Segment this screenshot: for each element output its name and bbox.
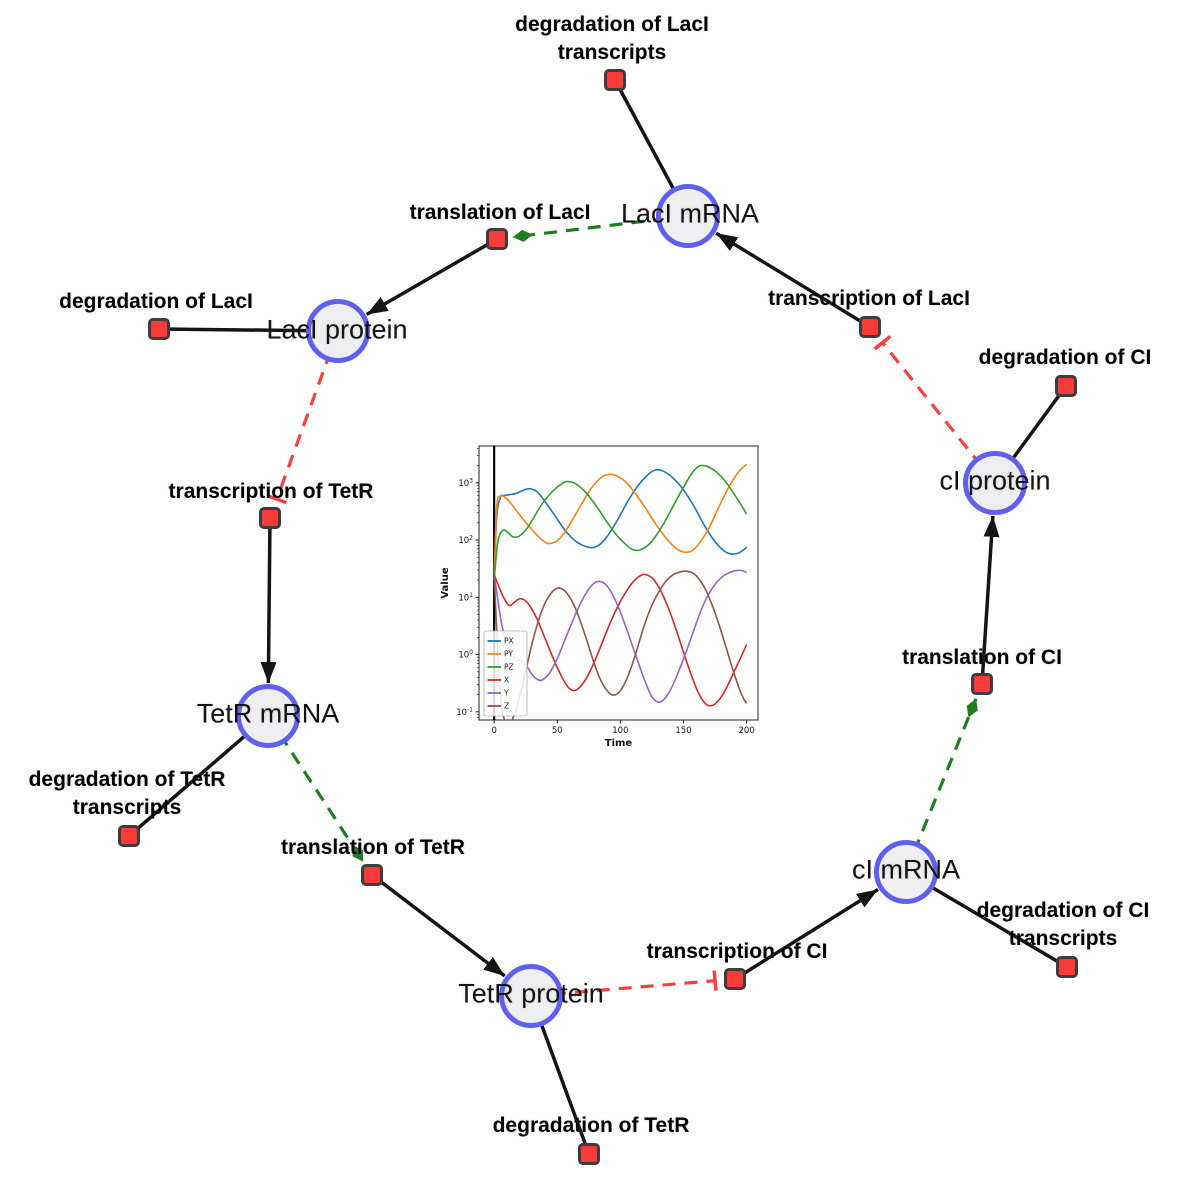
reaction-node-transcription-ci[interactable] — [723, 967, 746, 990]
legend-entry-PZ: PZ — [504, 663, 514, 672]
reaction-node-translation-ci[interactable] — [970, 672, 993, 695]
y-tick-label: 10-1 — [456, 706, 473, 718]
species-node-ci-mrna[interactable] — [874, 840, 938, 904]
edge-production-transcription-laci-to-laci-mrna[interactable] — [715, 231, 871, 329]
y-tick-label: 101 — [458, 592, 473, 604]
species-label-laci-protein: LacI protein — [266, 314, 408, 345]
species-label-ci-protein: cI protein — [939, 465, 1051, 496]
reaction-node-deg-laci-transcripts[interactable] — [603, 68, 626, 91]
reaction-label-deg-tetr-transcripts: degradation of TetR transcripts — [28, 768, 226, 819]
reaction-label-deg-ci: degradation of CI — [978, 346, 1152, 369]
edge-production-translation-laci-to-laci-protein[interactable] — [365, 237, 498, 316]
legend-entry-Z: Z — [504, 702, 509, 711]
reaction-node-deg-ci-transcripts[interactable] — [1055, 955, 1078, 978]
species-label-ci-mrna: cI mRNA — [852, 854, 960, 885]
chart-legend: PX PY PZ XYZ — [483, 630, 528, 717]
species-node-laci-protein[interactable] — [306, 299, 370, 363]
x-tick-label: 200 — [739, 726, 755, 736]
reaction-node-deg-ci[interactable] — [1054, 374, 1077, 397]
reaction-label-deg-tetr: degradation of TetR — [492, 1114, 690, 1137]
species-label-laci-mrna: LacI mRNA — [620, 198, 760, 229]
species-label-tetr-mrna: TetR mRNA — [196, 698, 340, 729]
y-axis-label: Value — [440, 567, 451, 598]
reaction-label-deg-ci-transcripts: degradation of CI transcripts — [976, 899, 1150, 950]
x-tick-label: 50 — [552, 726, 563, 736]
chart-series-group — [493, 463, 748, 720]
chart-axes: 0 50 100 150 200 10-1 100 101 102 103 — [456, 445, 759, 736]
reaction-label-deg-laci: degradation of LacI — [59, 290, 253, 313]
species-label-tetr-protein: TetR protein — [458, 978, 604, 1009]
x-tick-label: 0 — [491, 726, 496, 736]
simulation-plot-inset: 0 50 100 150 200 10-1 100 101 102 103 Time Value PX P… — [440, 435, 775, 760]
legend-entry-PY: PY — [504, 650, 513, 659]
reaction-node-translation-laci[interactable] — [485, 227, 508, 250]
edge-production-transcription-tetr-to-tetr-mrna[interactable] — [260, 517, 277, 684]
species-node-tetr-mrna[interactable] — [236, 684, 300, 748]
chart-series-PY — [493, 463, 748, 581]
edge-production-transcription-ci-to-ci-mrna[interactable] — [734, 888, 879, 981]
chart-series-Y — [493, 569, 747, 704]
time-series-chart: 0 50 100 150 20010-1100101102103TimeValuePXP… — [440, 445, 759, 749]
reaction-node-transcription-laci[interactable] — [858, 315, 881, 338]
reaction-label-translation-laci: translation of LacI — [409, 201, 591, 224]
reaction-node-deg-laci[interactable] — [147, 317, 170, 340]
edge-production-translation-ci-to-ci-protein[interactable] — [980, 515, 1000, 685]
reaction-node-deg-tetr[interactable] — [577, 1142, 600, 1165]
chart-series-PX — [493, 468, 748, 581]
chart-series-X — [493, 573, 748, 707]
reaction-label-translation-tetr: translation of TetR — [281, 836, 465, 859]
x-tick-label: 150 — [675, 726, 691, 736]
edge-production-translation-tetr-to-tetr-protein[interactable] — [370, 873, 506, 978]
species-node-ci-protein[interactable] — [963, 451, 1027, 515]
species-node-laci-mrna[interactable] — [656, 184, 720, 248]
x-axis-label: Time — [605, 738, 633, 749]
reaction-node-deg-tetr-transcripts[interactable] — [117, 824, 140, 847]
reaction-label-transcription-ci: transcription of CI — [646, 940, 828, 963]
legend-entry-Y: Y — [503, 689, 509, 698]
y-tick-label: 103 — [458, 477, 473, 489]
chart-series-PZ — [493, 464, 748, 581]
y-tick-label: 102 — [458, 535, 473, 547]
reaction-node-transcription-tetr[interactable] — [258, 506, 281, 529]
reaction-label-transcription-tetr: transcription of TetR — [168, 480, 374, 503]
y-tick-label: 100 — [458, 649, 473, 661]
reaction-node-translation-tetr[interactable] — [360, 863, 383, 886]
reaction-label-deg-laci-transcripts: degradation of LacI transcripts — [515, 13, 709, 64]
reaction-label-translation-ci: translation of CI — [902, 646, 1062, 669]
legend-entry-PX: PX — [504, 637, 514, 646]
reaction-label-transcription-laci: transcription of LacI — [768, 287, 970, 310]
species-node-tetr-protein[interactable] — [499, 964, 563, 1028]
x-tick-label: 100 — [612, 726, 628, 736]
legend-entry-X: X — [504, 676, 509, 685]
